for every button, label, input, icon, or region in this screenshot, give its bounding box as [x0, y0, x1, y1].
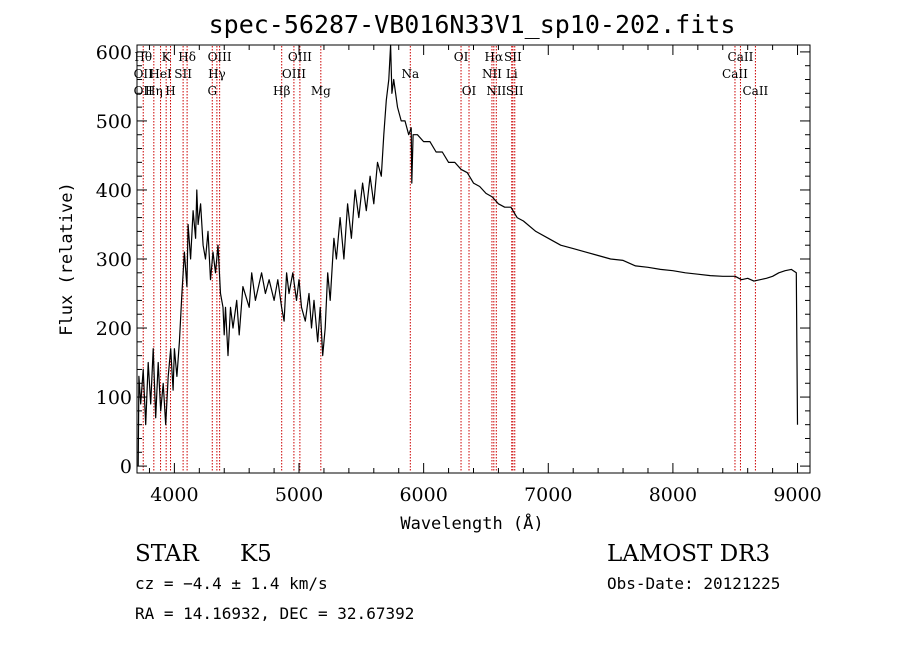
marker-label: SII — [504, 50, 522, 64]
x-tick-label: 7000 — [524, 484, 572, 506]
marker-label: OI — [462, 84, 477, 98]
marker-label: HeI — [149, 67, 172, 81]
marker-label: Mg — [311, 84, 331, 98]
marker-label: OII — [134, 84, 154, 98]
y-tick-label: 100 — [96, 387, 132, 409]
y-tick-label: 200 — [96, 318, 132, 340]
x-tick-label: 8000 — [649, 484, 697, 506]
marker-label: Na — [401, 67, 419, 81]
marker-label: SII — [506, 84, 524, 98]
marker-label: Hβ — [273, 84, 290, 98]
marker-label: Li — [506, 67, 518, 81]
marker-label: Hθ — [134, 50, 152, 64]
y-axis-label: Flux (relative) — [57, 182, 77, 336]
marker-label: K — [162, 50, 172, 64]
y-tick-label: 0 — [120, 456, 132, 478]
marker-label: Hη — [145, 84, 163, 98]
axis-tick-labels: 4000 5000 6000 7000 8000 9000 0 100 200 300 400 500… — [96, 42, 822, 506]
y-tick-label: 300 — [96, 249, 132, 271]
y-tick-label: 500 — [96, 111, 132, 133]
marker-label: OIII — [282, 67, 306, 81]
emission-line-labels: HθOIIOIIHηHeIKHSIIHδGHγOIIIHβOIIIOIIIMgN… — [134, 50, 769, 98]
marker-label: CaII — [742, 84, 768, 98]
y-tick-label: 400 — [96, 180, 132, 202]
spectrum-series-line — [137, 44, 799, 467]
axis-ticks — [137, 45, 810, 473]
coordinates-info: RA = 14.16932, DEC = 32.67392 — [135, 604, 414, 623]
marker-label: Hδ — [178, 50, 196, 64]
marker-label: OIII — [208, 50, 232, 64]
marker-label: NII — [482, 67, 502, 81]
emission-line-markers — [142, 46, 756, 472]
x-tick-label: 6000 — [399, 484, 447, 506]
x-axis-label: Wavelength (Å) — [400, 512, 543, 534]
chart-title: spec-56287-VB016N33V1_sp10-202.fits — [209, 10, 736, 39]
marker-label: H — [165, 84, 175, 98]
marker-label: OII — [134, 67, 154, 81]
observation-date: Obs-Date: 20121225 — [607, 574, 780, 593]
y-tick-label: 600 — [96, 42, 132, 64]
x-tick-label: 5000 — [275, 484, 323, 506]
plot-frame — [136, 44, 811, 474]
object-class: STAR — [135, 541, 199, 567]
marker-label: NII — [486, 84, 506, 98]
marker-label: OI — [454, 50, 469, 64]
marker-label: Hγ — [208, 67, 226, 81]
marker-label: G — [207, 84, 217, 98]
marker-label: Hα — [485, 50, 504, 64]
marker-label: OIII — [288, 50, 312, 64]
redshift-info: cz = −4.4 ± 1.4 km/s — [135, 574, 328, 593]
marker-label: CaII — [722, 67, 748, 81]
marker-label: CaII — [728, 50, 754, 64]
x-tick-label: 9000 — [773, 484, 821, 506]
x-tick-label: 4000 — [150, 484, 198, 506]
object-subclass: K5 — [240, 541, 272, 567]
survey-name: LAMOST DR3 — [607, 541, 770, 567]
marker-label: SII — [174, 67, 192, 81]
